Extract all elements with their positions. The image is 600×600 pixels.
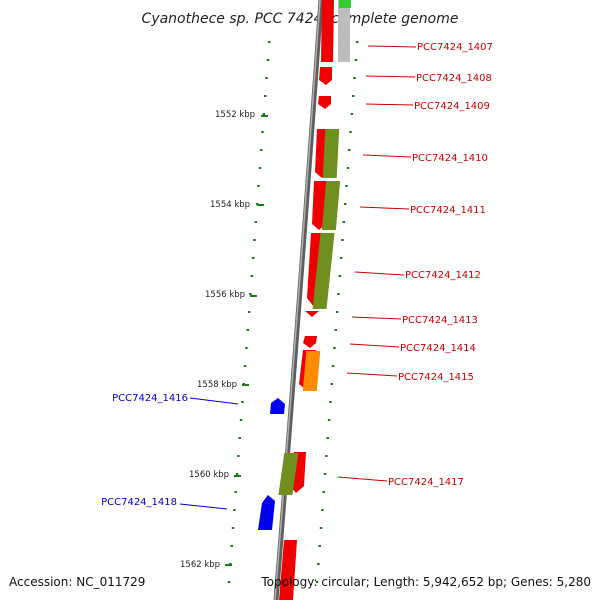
gene-labels-left: PCC7424_1416 PCC7424_1418 <box>101 393 239 510</box>
map-title: Cyanothece sp. PCC 7424, complete genome <box>142 11 459 27</box>
gene-label-1416[interactable]: PCC7424_1416 <box>112 393 188 404</box>
gene-label-1413[interactable]: PCC7424_1413 <box>402 315 478 326</box>
gene-arrow-1409[interactable] <box>318 96 331 109</box>
gene-label-1418[interactable]: PCC7424_1418 <box>101 497 177 508</box>
ruler-label-1558: 1558 kbp <box>197 380 237 390</box>
gene-label-1408[interactable]: PCC7424_1408 <box>416 73 492 84</box>
gene-arrow-1414[interactable] <box>303 336 317 348</box>
ruler-label-1560: 1560 kbp <box>189 470 229 480</box>
gene-label-1410[interactable]: PCC7424_1410 <box>412 153 488 164</box>
ruler-label-1556: 1556 kbp <box>205 290 245 300</box>
feature-green-1407 <box>339 0 351 8</box>
feature-olive-1417 <box>278 453 299 495</box>
gene-arrow-partial <box>279 540 297 600</box>
topology-text: Topology: circular; Length: 5,942,652 bp… <box>260 575 591 589</box>
accession-text: Accession: NC_011729 <box>9 575 145 589</box>
genome-backbone <box>273 0 324 600</box>
inner-tick-column <box>227 41 271 583</box>
kbp-ruler: 1552 kbp 1554 kbp 1556 kbp 1558 kbp 1560… <box>180 110 268 570</box>
gene-features <box>258 0 351 600</box>
feature-orange-1415 <box>302 351 321 391</box>
gene-arrow-1408[interactable] <box>319 67 332 85</box>
feature-grey-1407 <box>338 0 350 62</box>
ruler-label-1552: 1552 kbp <box>215 110 255 120</box>
gene-label-1417[interactable]: PCC7424_1417 <box>388 477 464 488</box>
gene-label-1412[interactable]: PCC7424_1412 <box>405 270 481 281</box>
feature-olive-1412 <box>312 233 335 309</box>
outer-tick-column <box>315 41 359 583</box>
ruler-label-1554: 1554 kbp <box>210 200 250 210</box>
feature-olive-1411 <box>321 181 341 230</box>
gene-label-1411[interactable]: PCC7424_1411 <box>410 205 486 216</box>
gene-labels-right: PCC7424_1407 PCC7424_1408 PCC7424_1409 P… <box>337 42 493 488</box>
gene-label-1414[interactable]: PCC7424_1414 <box>400 343 476 354</box>
gene-arrow-1416[interactable] <box>270 398 285 414</box>
gene-label-1407[interactable]: PCC7424_1407 <box>417 42 493 53</box>
gene-arrow-1407[interactable] <box>321 0 334 62</box>
gene-label-1409[interactable]: PCC7424_1409 <box>414 101 490 112</box>
ruler-label-1562: 1562 kbp <box>180 560 220 570</box>
feature-olive-1410 <box>322 129 340 178</box>
gene-arrow-1418[interactable] <box>258 495 275 530</box>
gene-arrow-1413[interactable] <box>305 311 319 317</box>
gene-label-1415[interactable]: PCC7424_1415 <box>398 372 474 383</box>
